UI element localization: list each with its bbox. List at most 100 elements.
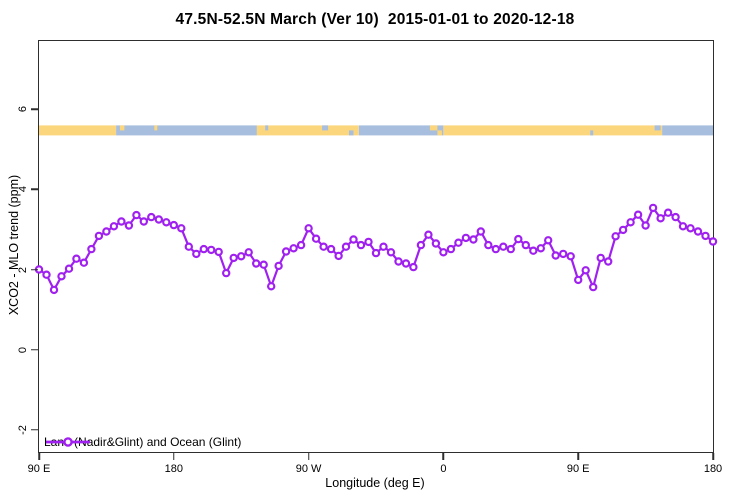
y-axis-tick-label: 0 <box>17 346 29 353</box>
data-point <box>102 227 111 236</box>
data-point <box>214 247 223 257</box>
data-point <box>446 244 456 254</box>
data-point <box>394 257 403 266</box>
data-point <box>132 210 141 220</box>
data-point <box>656 214 665 223</box>
data-point <box>311 234 321 243</box>
data-point <box>514 234 523 244</box>
data-point <box>641 221 650 230</box>
data-point <box>409 262 418 272</box>
surface-band-segment-ocean <box>358 125 444 136</box>
data-point <box>379 242 388 251</box>
data-point <box>154 215 164 224</box>
data-point <box>206 245 216 255</box>
data-point <box>529 246 538 255</box>
data-point <box>491 244 500 254</box>
data-point <box>177 224 186 233</box>
data-point <box>304 224 313 233</box>
data-point <box>431 239 441 248</box>
data-point <box>708 237 718 246</box>
y-axis-tick-label: 2 <box>17 266 29 273</box>
y-axis-tick-label: -2 <box>17 424 29 435</box>
data-point <box>42 270 51 279</box>
data-point <box>72 254 81 263</box>
x-axis-tick <box>38 453 40 460</box>
data-point <box>506 244 515 254</box>
data-point <box>686 224 695 233</box>
data-point <box>521 240 530 250</box>
y-axis-tick <box>30 348 38 351</box>
data-point <box>648 203 658 213</box>
data-point <box>49 285 59 295</box>
data-point <box>199 244 208 254</box>
data-point <box>147 212 156 222</box>
legend-label: Land (Nadir&Glint) and Ocean (Glint) <box>44 435 242 449</box>
x-axis-tick <box>307 453 310 460</box>
data-point <box>574 275 583 285</box>
x-axis-tick <box>577 453 579 460</box>
y-axis-tick <box>30 268 38 271</box>
surface-band-speck-land <box>154 125 158 131</box>
data-point <box>341 242 351 251</box>
data-point <box>633 210 643 219</box>
data-point <box>184 242 193 251</box>
data-point <box>371 248 381 258</box>
data-point <box>274 261 283 271</box>
data-point <box>551 251 560 260</box>
data-point <box>364 237 373 247</box>
data-point <box>416 240 426 250</box>
data-point <box>566 252 575 261</box>
surface-band-segment-land <box>443 125 663 136</box>
data-point <box>671 212 680 222</box>
chart-title: 47.5N-52.5N March (Ver 10) 2015-01-01 to… <box>175 11 575 28</box>
data-point <box>349 235 358 244</box>
data-point <box>117 217 126 226</box>
data-point <box>296 240 306 250</box>
data-point <box>424 230 433 239</box>
data-point <box>536 244 545 253</box>
data-point <box>596 253 605 263</box>
legend-marker-open-circle-line <box>46 437 90 447</box>
y-axis-tick-label: 4 <box>17 186 29 193</box>
data-point <box>64 264 74 273</box>
data-point <box>461 233 471 243</box>
surface-band-speck-land <box>437 130 442 136</box>
x-axis-title: Longitude (deg E) <box>325 476 425 490</box>
data-point <box>604 257 613 266</box>
data-point <box>581 266 590 275</box>
data-point <box>356 240 366 250</box>
data-point <box>221 268 231 278</box>
data-point <box>326 244 336 254</box>
data-point <box>469 235 478 244</box>
data-point <box>57 272 66 281</box>
data-point <box>589 282 598 292</box>
x-axis-tick <box>442 453 445 460</box>
data-point <box>618 225 628 235</box>
data-point <box>79 258 89 267</box>
surface-band-segment-land <box>256 125 359 136</box>
y-axis-title: XCO2 - MLO trend (ppm) <box>7 174 21 316</box>
data-point <box>289 244 298 253</box>
data-point <box>87 244 96 254</box>
data-point <box>454 238 463 247</box>
plot-canvas <box>34 125 718 295</box>
x-axis-tick <box>712 453 714 460</box>
data-point <box>236 252 246 261</box>
data-point <box>94 231 104 241</box>
y-axis-tick <box>30 428 38 431</box>
x-axis-tick-label: 180 <box>703 463 723 475</box>
x-axis-tick-label: 90 E <box>566 463 590 475</box>
x-axis-tick-label: 180 <box>164 463 183 475</box>
data-point <box>693 227 703 236</box>
y-axis-tick-label: 6 <box>17 106 29 113</box>
data-point <box>559 249 568 259</box>
surface-band-speck-ocean <box>322 125 329 131</box>
y-axis-tick <box>30 188 38 191</box>
y-axis-tick <box>30 108 38 111</box>
surface-band-speck-land <box>119 125 125 131</box>
data-point <box>244 248 253 257</box>
surface-band-speck-ocean <box>590 130 594 136</box>
data-point <box>701 231 710 241</box>
x-axis-tick-label: 0 <box>440 463 447 475</box>
